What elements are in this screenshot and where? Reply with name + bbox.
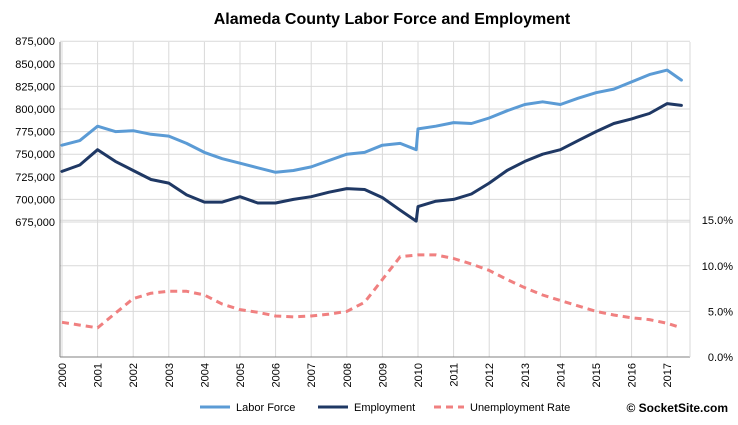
right-tick-label: 0.0% [708,352,733,364]
x-tick-label: 2003 [164,363,176,387]
series-line-unemployment-rate [61,253,682,330]
x-tick-label: 2014 [555,363,567,387]
left-tick-label: 750,000 [15,149,55,161]
x-tick-label: 2017 [662,363,674,387]
right-tick-label: 15.0% [702,215,733,227]
x-tick-label: 2005 [235,363,247,387]
x-tick-label: 2000 [57,363,69,387]
x-tick-label: 2001 [93,363,105,387]
left-tick-label: 775,000 [15,127,55,139]
left-tick-label: 725,000 [15,172,55,184]
legend: Labor Force Employment Unemployment Rate [200,402,570,414]
axes [59,42,691,358]
left-tick-label: 850,000 [15,59,55,71]
x-tick-label: 2011 [449,363,461,387]
x-tick-label: 2002 [128,363,140,387]
legend-item: Unemployment Rate [434,402,570,414]
left-tick-label: 800,000 [15,104,55,116]
x-tick-label: 2016 [627,363,639,387]
left-tick-label: 875,000 [15,36,55,48]
left-axis-ticks: 675,000 700,000 725,000 750,000 775,000 800,0… [15,36,55,229]
x-tick-label: 2004 [199,363,211,387]
chart-title: Alameda County Labor Force and Employmen… [214,11,571,28]
series-line-labor-force [60,68,683,174]
series-lines [60,68,683,330]
grid [60,40,690,357]
legend-item: Labor Force [200,402,295,414]
left-tick-label: 825,000 [15,81,55,93]
legend-label: Unemployment Rate [470,402,570,414]
right-axis-ticks: 0.0% 5.0% 10.0% 15.0% [702,215,733,364]
x-tick-label: 2007 [306,363,318,387]
x-tick-label: 2009 [377,363,389,387]
legend-label: Labor Force [236,402,295,414]
legend-item: Employment [318,402,415,414]
x-tick-label: 2012 [484,363,496,387]
x-tick-label: 2006 [271,363,283,387]
credit-text: © SocketSite.com [626,401,728,415]
right-tick-label: 10.0% [702,261,733,273]
left-tick-label: 675,000 [15,217,55,229]
series-line-employment [60,102,683,223]
left-tick-label: 700,000 [15,194,55,206]
x-tick-label: 2010 [413,363,425,387]
x-tick-label: 2015 [591,363,603,387]
x-axis-ticks: 2000 2001 2002 2003 2004 2005 2006 2007 2008 2009… [57,363,674,387]
x-tick-label: 2008 [342,363,354,387]
x-tick-label: 2013 [520,363,532,387]
legend-label: Employment [354,402,415,414]
right-tick-label: 5.0% [708,306,733,318]
